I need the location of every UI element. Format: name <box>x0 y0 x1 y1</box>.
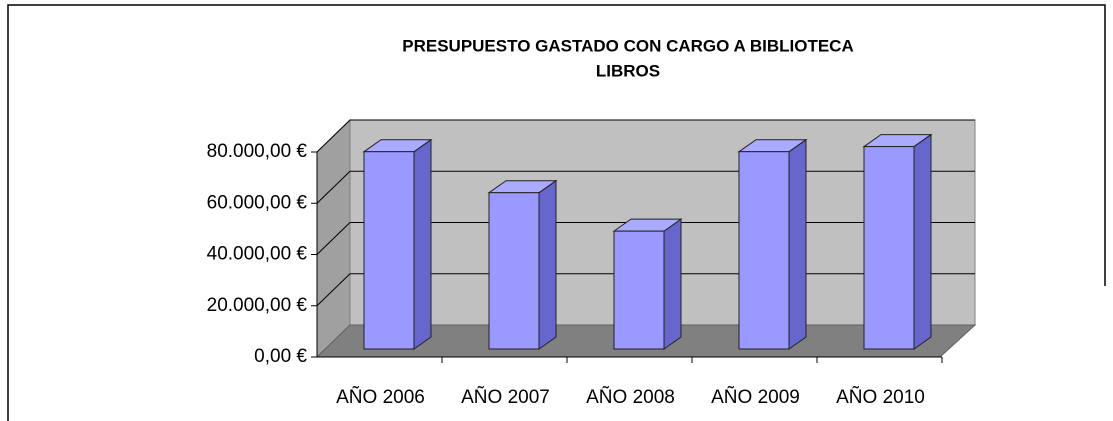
bar <box>487 179 558 350</box>
chart-title: PRESUPUESTO GASTADO CON CARGO A BIBLIOTE… <box>402 36 853 55</box>
bar-side <box>913 133 932 350</box>
bar-front <box>488 192 540 350</box>
y-tick-label: 0,00 € <box>254 346 307 367</box>
bar <box>737 138 808 350</box>
bar <box>862 133 933 350</box>
chart-title: LIBROS <box>596 61 660 80</box>
bar-side <box>663 218 682 350</box>
grid-line <box>316 119 975 153</box>
bar-side <box>538 179 557 350</box>
x-tick-label: AÑO 2010 <box>836 386 925 408</box>
x-tick-label: AÑO 2007 <box>461 386 550 408</box>
bar <box>612 218 683 350</box>
chart-border <box>7 4 1106 421</box>
bar-front <box>363 151 415 350</box>
y-tick-label: 60.000,00 € <box>207 192 308 213</box>
bar-front <box>613 230 665 350</box>
y-tick-label: 40.000,00 € <box>207 244 308 265</box>
bar <box>362 138 433 350</box>
x-tick-label: AÑO 2009 <box>711 386 800 408</box>
bar-front <box>738 151 790 350</box>
x-tick-label: AÑO 2006 <box>336 386 425 408</box>
bar-side <box>413 138 432 350</box>
y-tick-label: 80.000,00 € <box>207 141 308 162</box>
bar-side <box>788 138 807 350</box>
bar-front <box>863 146 915 350</box>
y-tick-label: 20.000,00 € <box>207 295 308 316</box>
x-tick-label: AÑO 2008 <box>586 386 675 408</box>
